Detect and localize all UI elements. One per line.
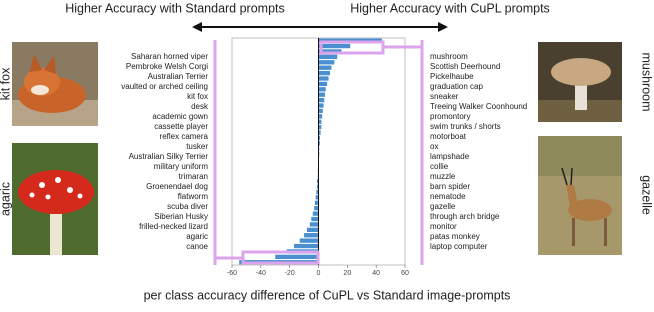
bar bbox=[312, 211, 319, 216]
bar bbox=[318, 92, 325, 97]
bar bbox=[315, 195, 319, 200]
image-label: kit fox bbox=[0, 67, 12, 100]
bar bbox=[304, 233, 319, 238]
class-label: graduation cap bbox=[430, 82, 483, 91]
bar bbox=[318, 81, 328, 87]
class-label: kit fox bbox=[187, 92, 208, 101]
bar bbox=[318, 76, 329, 81]
class-label: mushroom bbox=[430, 52, 468, 61]
class-label: Treeing Walker Coonhound bbox=[430, 102, 527, 111]
class-label: Saharan horned viper bbox=[131, 52, 208, 61]
x-tick-label: -40 bbox=[256, 270, 266, 277]
bar bbox=[314, 200, 319, 205]
class-label: Pickelhaube bbox=[430, 72, 474, 81]
class-label: barn spider bbox=[430, 182, 470, 191]
class-label: swim trunks / shorts bbox=[430, 122, 501, 131]
bar bbox=[316, 189, 319, 195]
class-label: promontory bbox=[430, 112, 470, 121]
image-gazelle bbox=[538, 136, 622, 255]
class-label: motorboat bbox=[430, 132, 467, 141]
image-agaric bbox=[12, 143, 98, 255]
bar bbox=[318, 124, 322, 130]
header-right: Higher Accuracy with CuPL prompts bbox=[350, 1, 550, 15]
header-arrow bbox=[192, 22, 448, 32]
class-label: military uniform bbox=[154, 162, 209, 171]
class-label: desk bbox=[191, 102, 209, 111]
bar bbox=[318, 135, 320, 141]
bar bbox=[311, 216, 319, 222]
x-tick-label: 20 bbox=[343, 270, 351, 277]
bar bbox=[318, 70, 331, 76]
class-label: patas monkey bbox=[430, 232, 480, 241]
bar bbox=[318, 130, 321, 135]
class-label: flatworm bbox=[178, 192, 209, 201]
bar bbox=[318, 54, 338, 60]
bar bbox=[318, 43, 351, 49]
class-label: canoe bbox=[186, 242, 208, 251]
bar bbox=[317, 184, 319, 189]
bar bbox=[309, 222, 319, 227]
x-tick-label: 60 bbox=[401, 270, 409, 277]
class-label: Scottish Deerhound bbox=[430, 62, 500, 71]
class-label: cassette player bbox=[154, 122, 208, 131]
class-label: academic gown bbox=[152, 112, 208, 121]
image-mushroom bbox=[538, 42, 622, 122]
class-label: trimaran bbox=[179, 172, 208, 181]
class-label: reflex camera bbox=[160, 132, 209, 141]
x-tick-label: -60 bbox=[227, 270, 237, 277]
image-label: agaric bbox=[0, 182, 12, 216]
bar bbox=[318, 65, 332, 70]
class-label: muzzle bbox=[430, 172, 456, 181]
x-tick-label: -20 bbox=[285, 270, 295, 277]
class-label: frilled-necked lizard bbox=[139, 222, 208, 231]
bar bbox=[318, 60, 335, 65]
bar bbox=[318, 114, 323, 119]
image-label: mushroom bbox=[640, 52, 654, 111]
x-tick-label: 40 bbox=[372, 270, 380, 277]
class-label: monitor bbox=[430, 222, 457, 231]
plot: -60 -40 -20 0 20 40 60 Saharan horned viperPemb… bbox=[121, 37, 527, 277]
bar bbox=[275, 254, 319, 260]
bar bbox=[318, 103, 324, 108]
class-label: nematode bbox=[430, 192, 466, 201]
x-tick-label: 0 bbox=[317, 270, 321, 277]
class-label: through arch bridge bbox=[430, 212, 500, 221]
class-label: Australian Silky Terrier bbox=[129, 152, 209, 161]
class-label: Groenendael dog bbox=[146, 182, 208, 191]
bar bbox=[318, 119, 322, 124]
image-label: gazelle bbox=[640, 175, 654, 215]
bar bbox=[318, 108, 323, 114]
class-label: Siberian Husky bbox=[154, 212, 208, 221]
class-label: tusker bbox=[186, 142, 208, 151]
bar bbox=[318, 97, 325, 103]
bar bbox=[318, 141, 320, 146]
bar bbox=[318, 49, 342, 54]
class-label: collie bbox=[430, 162, 449, 171]
class-label: sneaker bbox=[430, 92, 459, 101]
class-label: gazelle bbox=[430, 202, 456, 211]
bar bbox=[318, 87, 326, 92]
bar bbox=[314, 206, 319, 211]
bar bbox=[317, 179, 319, 184]
class-label: laptop computer bbox=[430, 242, 488, 251]
class-label: Pembroke Welsh Corgi bbox=[126, 62, 208, 71]
class-label: agaric bbox=[186, 232, 208, 241]
x-axis-label: per class accuracy difference of CuPL vs… bbox=[144, 288, 511, 302]
class-label: vaulted or arched ceiling bbox=[121, 82, 208, 91]
header-left: Higher Accuracy with Standard prompts bbox=[65, 1, 285, 15]
highlights bbox=[213, 40, 424, 265]
bar bbox=[306, 227, 319, 232]
bar bbox=[293, 243, 319, 249]
class-label: ox bbox=[430, 142, 438, 151]
bar bbox=[299, 238, 319, 243]
class-label: Australian Terrier bbox=[148, 72, 209, 81]
class-label: lampshade bbox=[430, 152, 470, 161]
class-label: scuba diver bbox=[167, 202, 208, 211]
image-kit-fox bbox=[12, 42, 98, 126]
